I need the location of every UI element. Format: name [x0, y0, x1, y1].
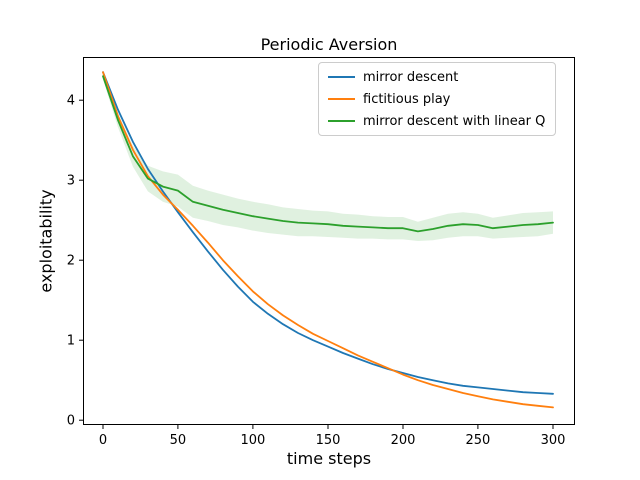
legend-item: mirror descent — [328, 68, 545, 86]
x-tick-label: 250 — [465, 433, 490, 448]
x-axis-label: time steps — [286, 449, 372, 468]
legend-line-swatch — [328, 76, 355, 78]
legend-line-swatch — [328, 98, 355, 100]
x-tick-label: 50 — [170, 433, 187, 448]
legend-label: mirror descent with linear Q — [363, 113, 546, 129]
y-tick-label: 3 — [67, 174, 75, 189]
legend-label: mirror descent — [363, 69, 459, 85]
legend-label: fictitious play — [363, 91, 451, 107]
x-tick-label: 150 — [316, 433, 341, 448]
y-tick-label: 1 — [67, 334, 75, 349]
legend-line-swatch — [328, 120, 355, 122]
x-tick-label: 0 — [99, 433, 107, 448]
axes-spines — [83, 57, 575, 425]
chart-title: Periodic Aversion — [260, 35, 398, 54]
y-axis-label: exploitability — [36, 189, 56, 293]
series-line-fictitious-play — [102, 71, 554, 409]
legend-item: fictitious play — [328, 90, 545, 108]
y-tick-label: 2 — [67, 254, 75, 269]
x-tick-label: 200 — [391, 433, 416, 448]
x-tick-label: 300 — [541, 433, 566, 448]
series-line-mirror-descent — [102, 71, 554, 395]
y-tick-label: 0 — [67, 414, 75, 429]
series-line-mirror-descent-with-linear-q — [102, 75, 554, 233]
legend: mirror descent fictitious play mirror desc… — [318, 62, 557, 136]
y-tick-label: 4 — [67, 94, 75, 109]
confidence-band — [103, 73, 553, 241]
legend-item: mirror descent with linear Q — [328, 112, 545, 130]
x-tick-label: 100 — [240, 433, 265, 448]
